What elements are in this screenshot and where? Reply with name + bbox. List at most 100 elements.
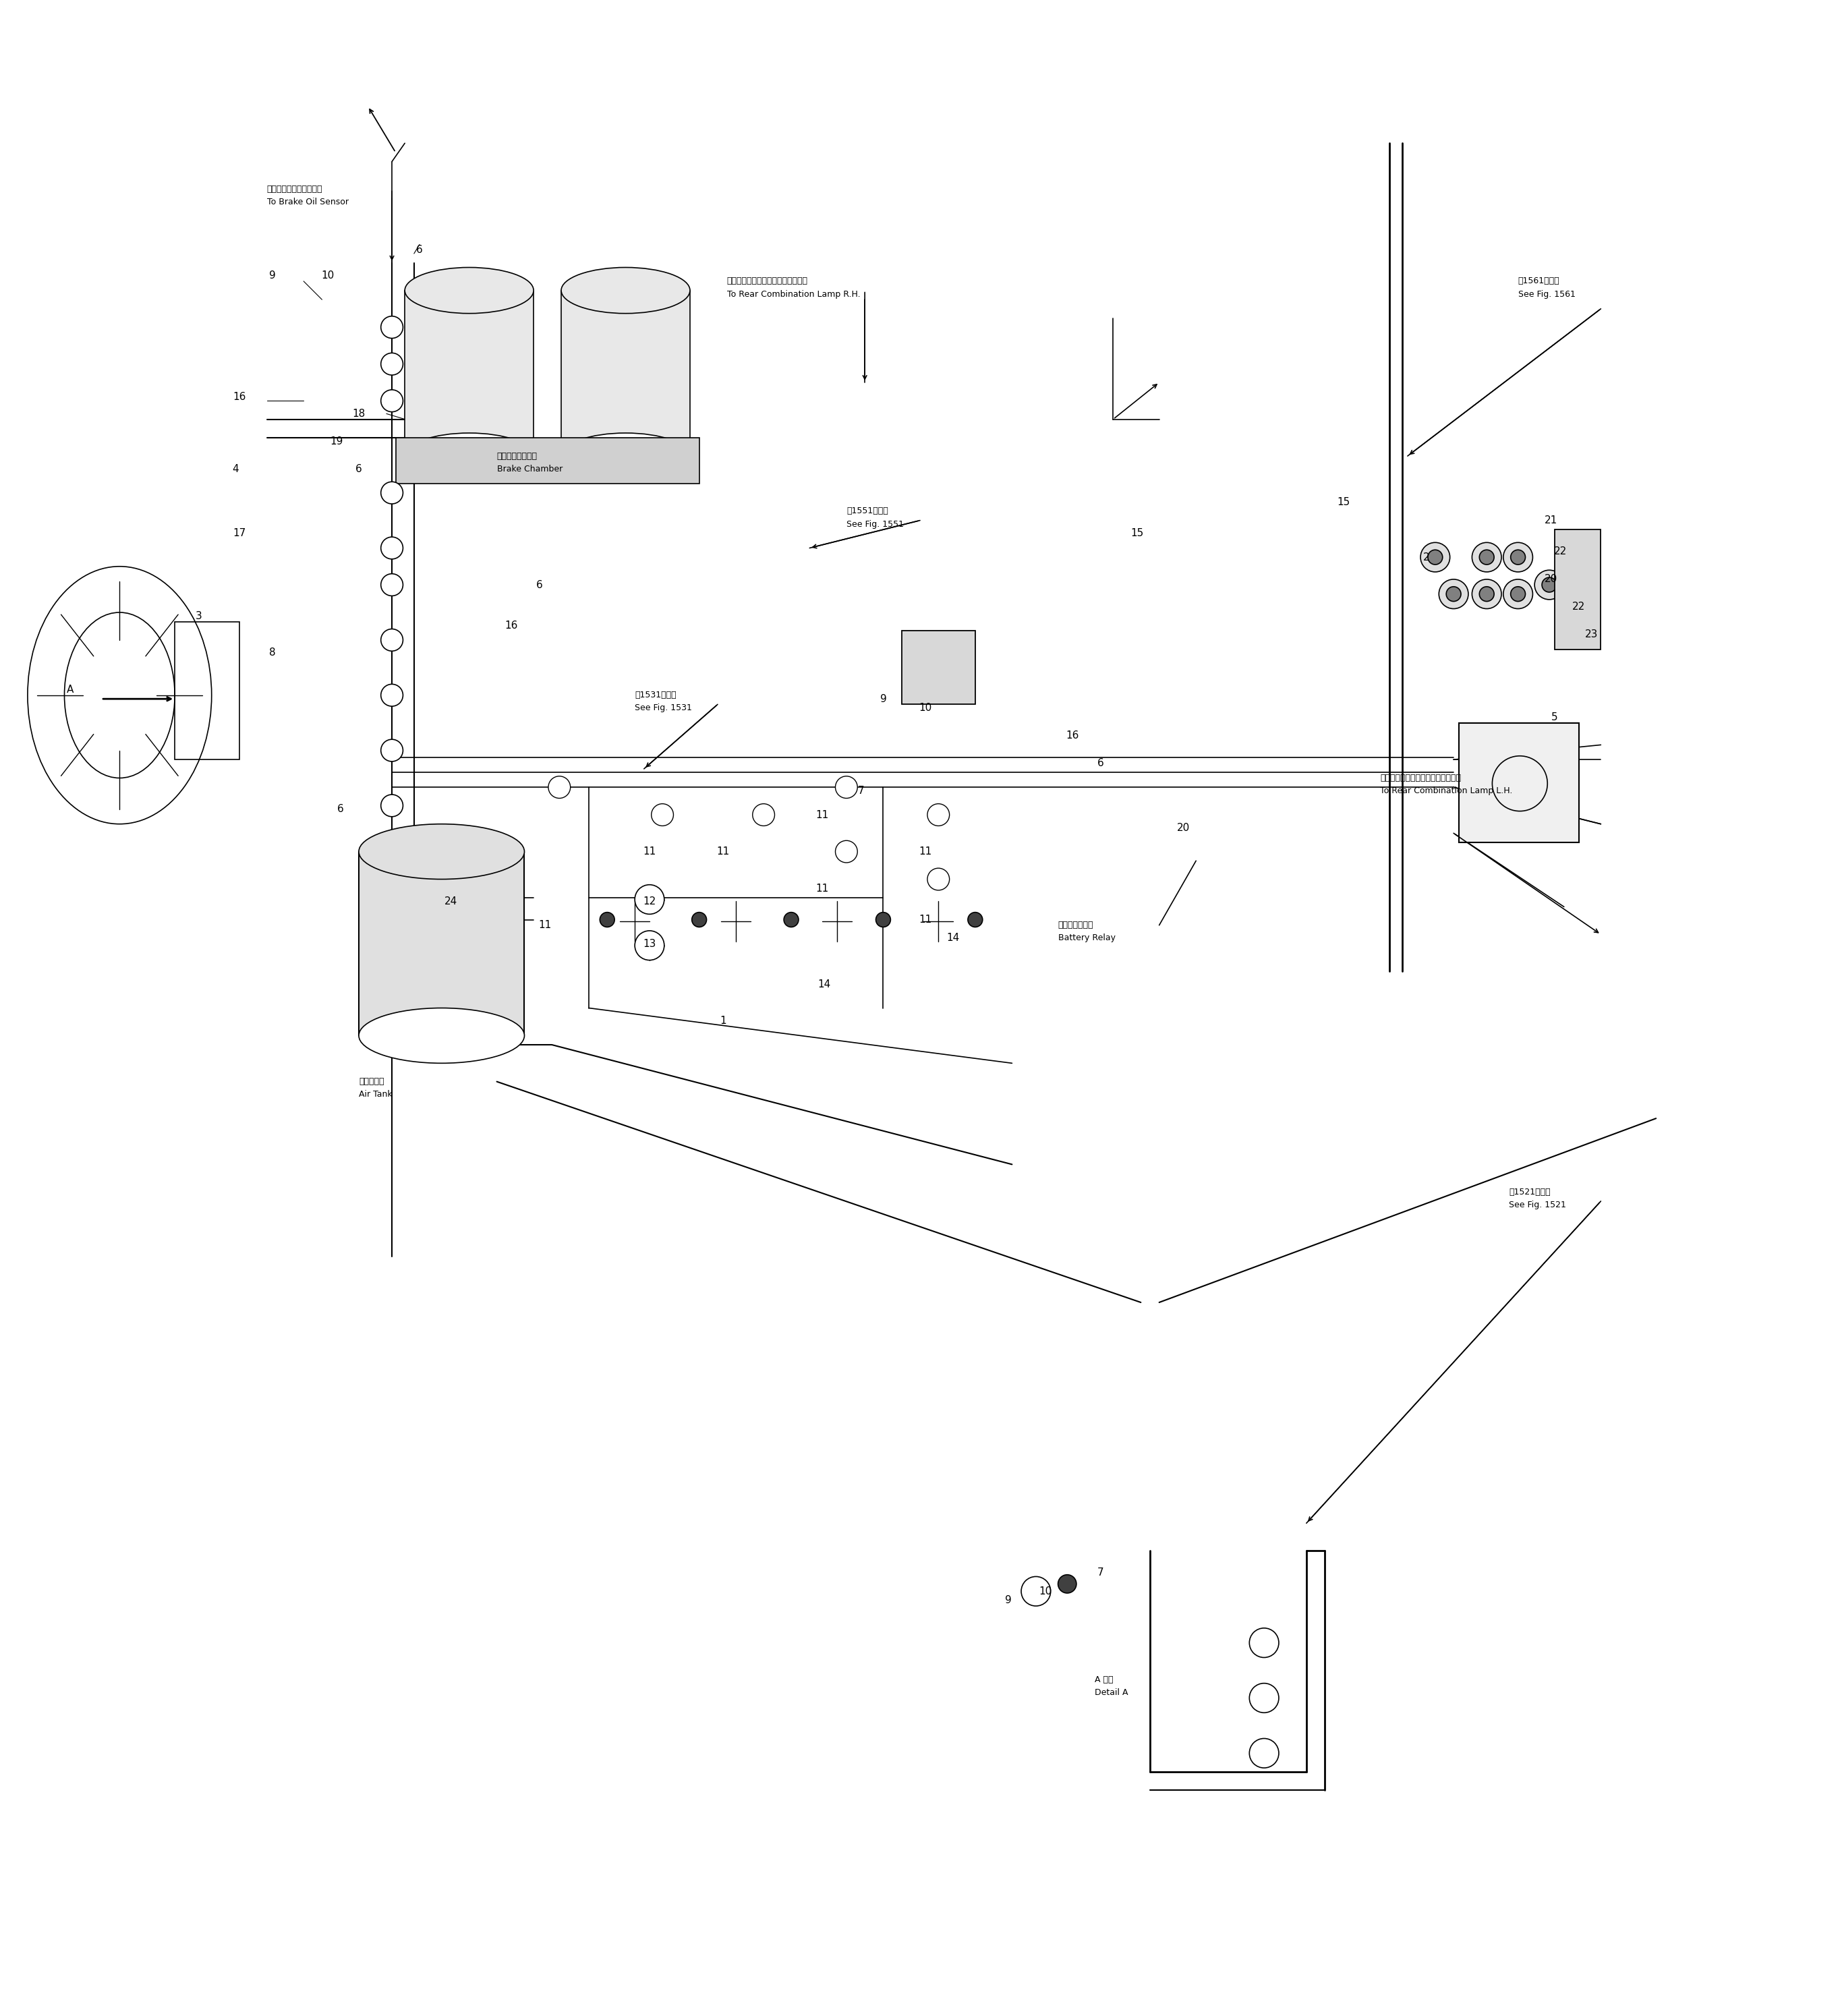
Text: 17: 17 xyxy=(232,528,247,538)
Text: 第1551図参照: 第1551図参照 xyxy=(846,506,889,516)
Text: リヤーコンビネーションランプ右へ: リヤーコンビネーションランプ右へ xyxy=(727,276,808,286)
Text: 4: 4 xyxy=(232,464,239,474)
Circle shape xyxy=(1542,577,1557,593)
Text: See Fig. 1521: See Fig. 1521 xyxy=(1509,1200,1566,1210)
Circle shape xyxy=(1503,542,1533,573)
Circle shape xyxy=(1479,550,1494,564)
Ellipse shape xyxy=(561,268,690,312)
Circle shape xyxy=(381,740,403,762)
Text: 9: 9 xyxy=(269,270,276,280)
Text: 1: 1 xyxy=(719,1016,727,1026)
Text: 6: 6 xyxy=(355,464,362,474)
Text: 15: 15 xyxy=(1336,498,1351,508)
Text: 16: 16 xyxy=(1065,730,1080,740)
Text: 9: 9 xyxy=(1005,1595,1012,1605)
Circle shape xyxy=(1535,571,1564,599)
Circle shape xyxy=(635,885,664,913)
Text: 11: 11 xyxy=(642,847,657,857)
Text: 第1531図参照: 第1531図参照 xyxy=(635,691,677,700)
Text: 24: 24 xyxy=(443,897,458,907)
Text: 第1521図参照: 第1521図参照 xyxy=(1509,1187,1551,1195)
Text: 6: 6 xyxy=(535,581,543,591)
Text: ブレーキチャンバ: ブレーキチャンバ xyxy=(497,452,537,460)
Circle shape xyxy=(876,913,891,927)
Text: 22: 22 xyxy=(1553,546,1568,556)
Circle shape xyxy=(1479,587,1494,601)
Text: 11: 11 xyxy=(537,919,552,929)
Ellipse shape xyxy=(405,268,534,312)
Text: To Rear Combination Lamp L.H.: To Rear Combination Lamp L.H. xyxy=(1380,786,1512,794)
Circle shape xyxy=(381,389,403,411)
Circle shape xyxy=(381,536,403,558)
Text: 14: 14 xyxy=(817,980,832,990)
Circle shape xyxy=(1021,1577,1051,1607)
Text: A 詳細: A 詳細 xyxy=(1095,1675,1113,1683)
Text: 11: 11 xyxy=(918,915,933,925)
Text: 20: 20 xyxy=(1176,823,1190,833)
Text: 11: 11 xyxy=(815,883,830,893)
Text: 8: 8 xyxy=(269,647,276,657)
Circle shape xyxy=(927,869,949,891)
Text: 10: 10 xyxy=(1038,1587,1052,1597)
Text: 11: 11 xyxy=(815,810,830,821)
Circle shape xyxy=(835,776,857,798)
Circle shape xyxy=(651,804,673,827)
Text: 6: 6 xyxy=(1097,758,1104,768)
Text: 13: 13 xyxy=(642,939,657,950)
Circle shape xyxy=(381,317,403,339)
Circle shape xyxy=(1511,587,1525,601)
Text: See Fig. 1531: See Fig. 1531 xyxy=(635,704,692,712)
Text: 7: 7 xyxy=(1097,1568,1104,1579)
Bar xyxy=(561,290,690,456)
Text: 19: 19 xyxy=(329,435,344,446)
Circle shape xyxy=(1058,1574,1076,1593)
Circle shape xyxy=(635,931,664,960)
Text: 22: 22 xyxy=(1571,603,1586,613)
Text: バッテリリレー: バッテリリレー xyxy=(1058,921,1093,929)
Text: 6: 6 xyxy=(416,244,423,254)
Circle shape xyxy=(927,804,949,827)
Circle shape xyxy=(1446,587,1461,601)
Ellipse shape xyxy=(561,433,690,480)
Text: 12: 12 xyxy=(642,897,657,907)
Text: 3: 3 xyxy=(195,611,202,621)
Text: 14: 14 xyxy=(946,933,960,943)
Circle shape xyxy=(692,913,707,927)
Circle shape xyxy=(381,683,403,706)
Text: 18: 18 xyxy=(351,409,366,419)
Circle shape xyxy=(1428,550,1443,564)
Text: 5: 5 xyxy=(1551,712,1558,722)
Circle shape xyxy=(600,913,615,927)
Circle shape xyxy=(548,776,570,798)
Circle shape xyxy=(1439,579,1468,609)
Text: 23: 23 xyxy=(1584,629,1599,639)
Circle shape xyxy=(381,482,403,504)
Circle shape xyxy=(381,794,403,816)
Circle shape xyxy=(968,913,983,927)
Bar xyxy=(396,437,699,484)
Text: リヤーコンビネーションランプ左へ: リヤーコンビネーションランプ左へ xyxy=(1380,774,1461,782)
Text: 16: 16 xyxy=(504,621,519,631)
Text: 6: 6 xyxy=(337,804,344,814)
Bar xyxy=(902,631,975,704)
Text: To Rear Combination Lamp R.H.: To Rear Combination Lamp R.H. xyxy=(727,290,859,298)
Text: エアタンク: エアタンク xyxy=(359,1077,385,1087)
Text: 10: 10 xyxy=(320,270,335,280)
Circle shape xyxy=(381,575,403,597)
Circle shape xyxy=(1472,579,1501,609)
Text: ブレーキオイルセンサへ: ブレーキオイルセンサへ xyxy=(267,185,322,194)
Text: 11: 11 xyxy=(716,847,730,857)
Text: A: A xyxy=(66,685,74,696)
Text: 15: 15 xyxy=(1130,528,1144,538)
Text: Battery Relay: Battery Relay xyxy=(1058,933,1115,941)
Circle shape xyxy=(784,913,799,927)
Bar xyxy=(359,851,524,1036)
Text: Detail A: Detail A xyxy=(1095,1687,1128,1697)
Text: 20: 20 xyxy=(1544,575,1558,585)
Circle shape xyxy=(1503,579,1533,609)
Bar xyxy=(1459,724,1579,843)
Bar xyxy=(175,621,239,760)
Text: 10: 10 xyxy=(918,704,933,714)
Text: See Fig. 1551: See Fig. 1551 xyxy=(846,520,903,528)
Circle shape xyxy=(835,841,857,863)
